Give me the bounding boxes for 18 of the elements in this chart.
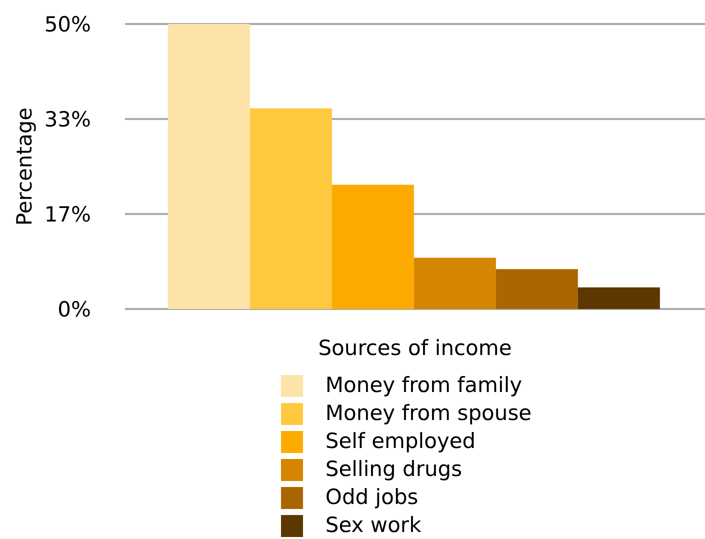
y-tick-label: 17% — [44, 202, 91, 226]
x-axis-title: Sources of income — [318, 336, 512, 360]
legend-label: Selling drugs — [325, 457, 462, 481]
legend-label: Money from spouse — [325, 401, 532, 425]
legend-label: Self employed — [325, 429, 476, 453]
y-tick-label: 33% — [44, 107, 91, 132]
bar — [578, 287, 660, 309]
legend-label: Sex work — [325, 513, 422, 537]
legend-label: Money from family — [325, 373, 522, 397]
legend-label: Odd jobs — [325, 485, 418, 509]
bar — [496, 269, 578, 309]
y-axis-title: Percentage — [12, 107, 36, 226]
y-tick-label: 50% — [44, 12, 91, 36]
bar — [414, 258, 496, 309]
y-tick-label: 0% — [58, 297, 91, 322]
bar — [332, 184, 414, 309]
bar — [168, 24, 250, 309]
bar — [250, 108, 332, 309]
